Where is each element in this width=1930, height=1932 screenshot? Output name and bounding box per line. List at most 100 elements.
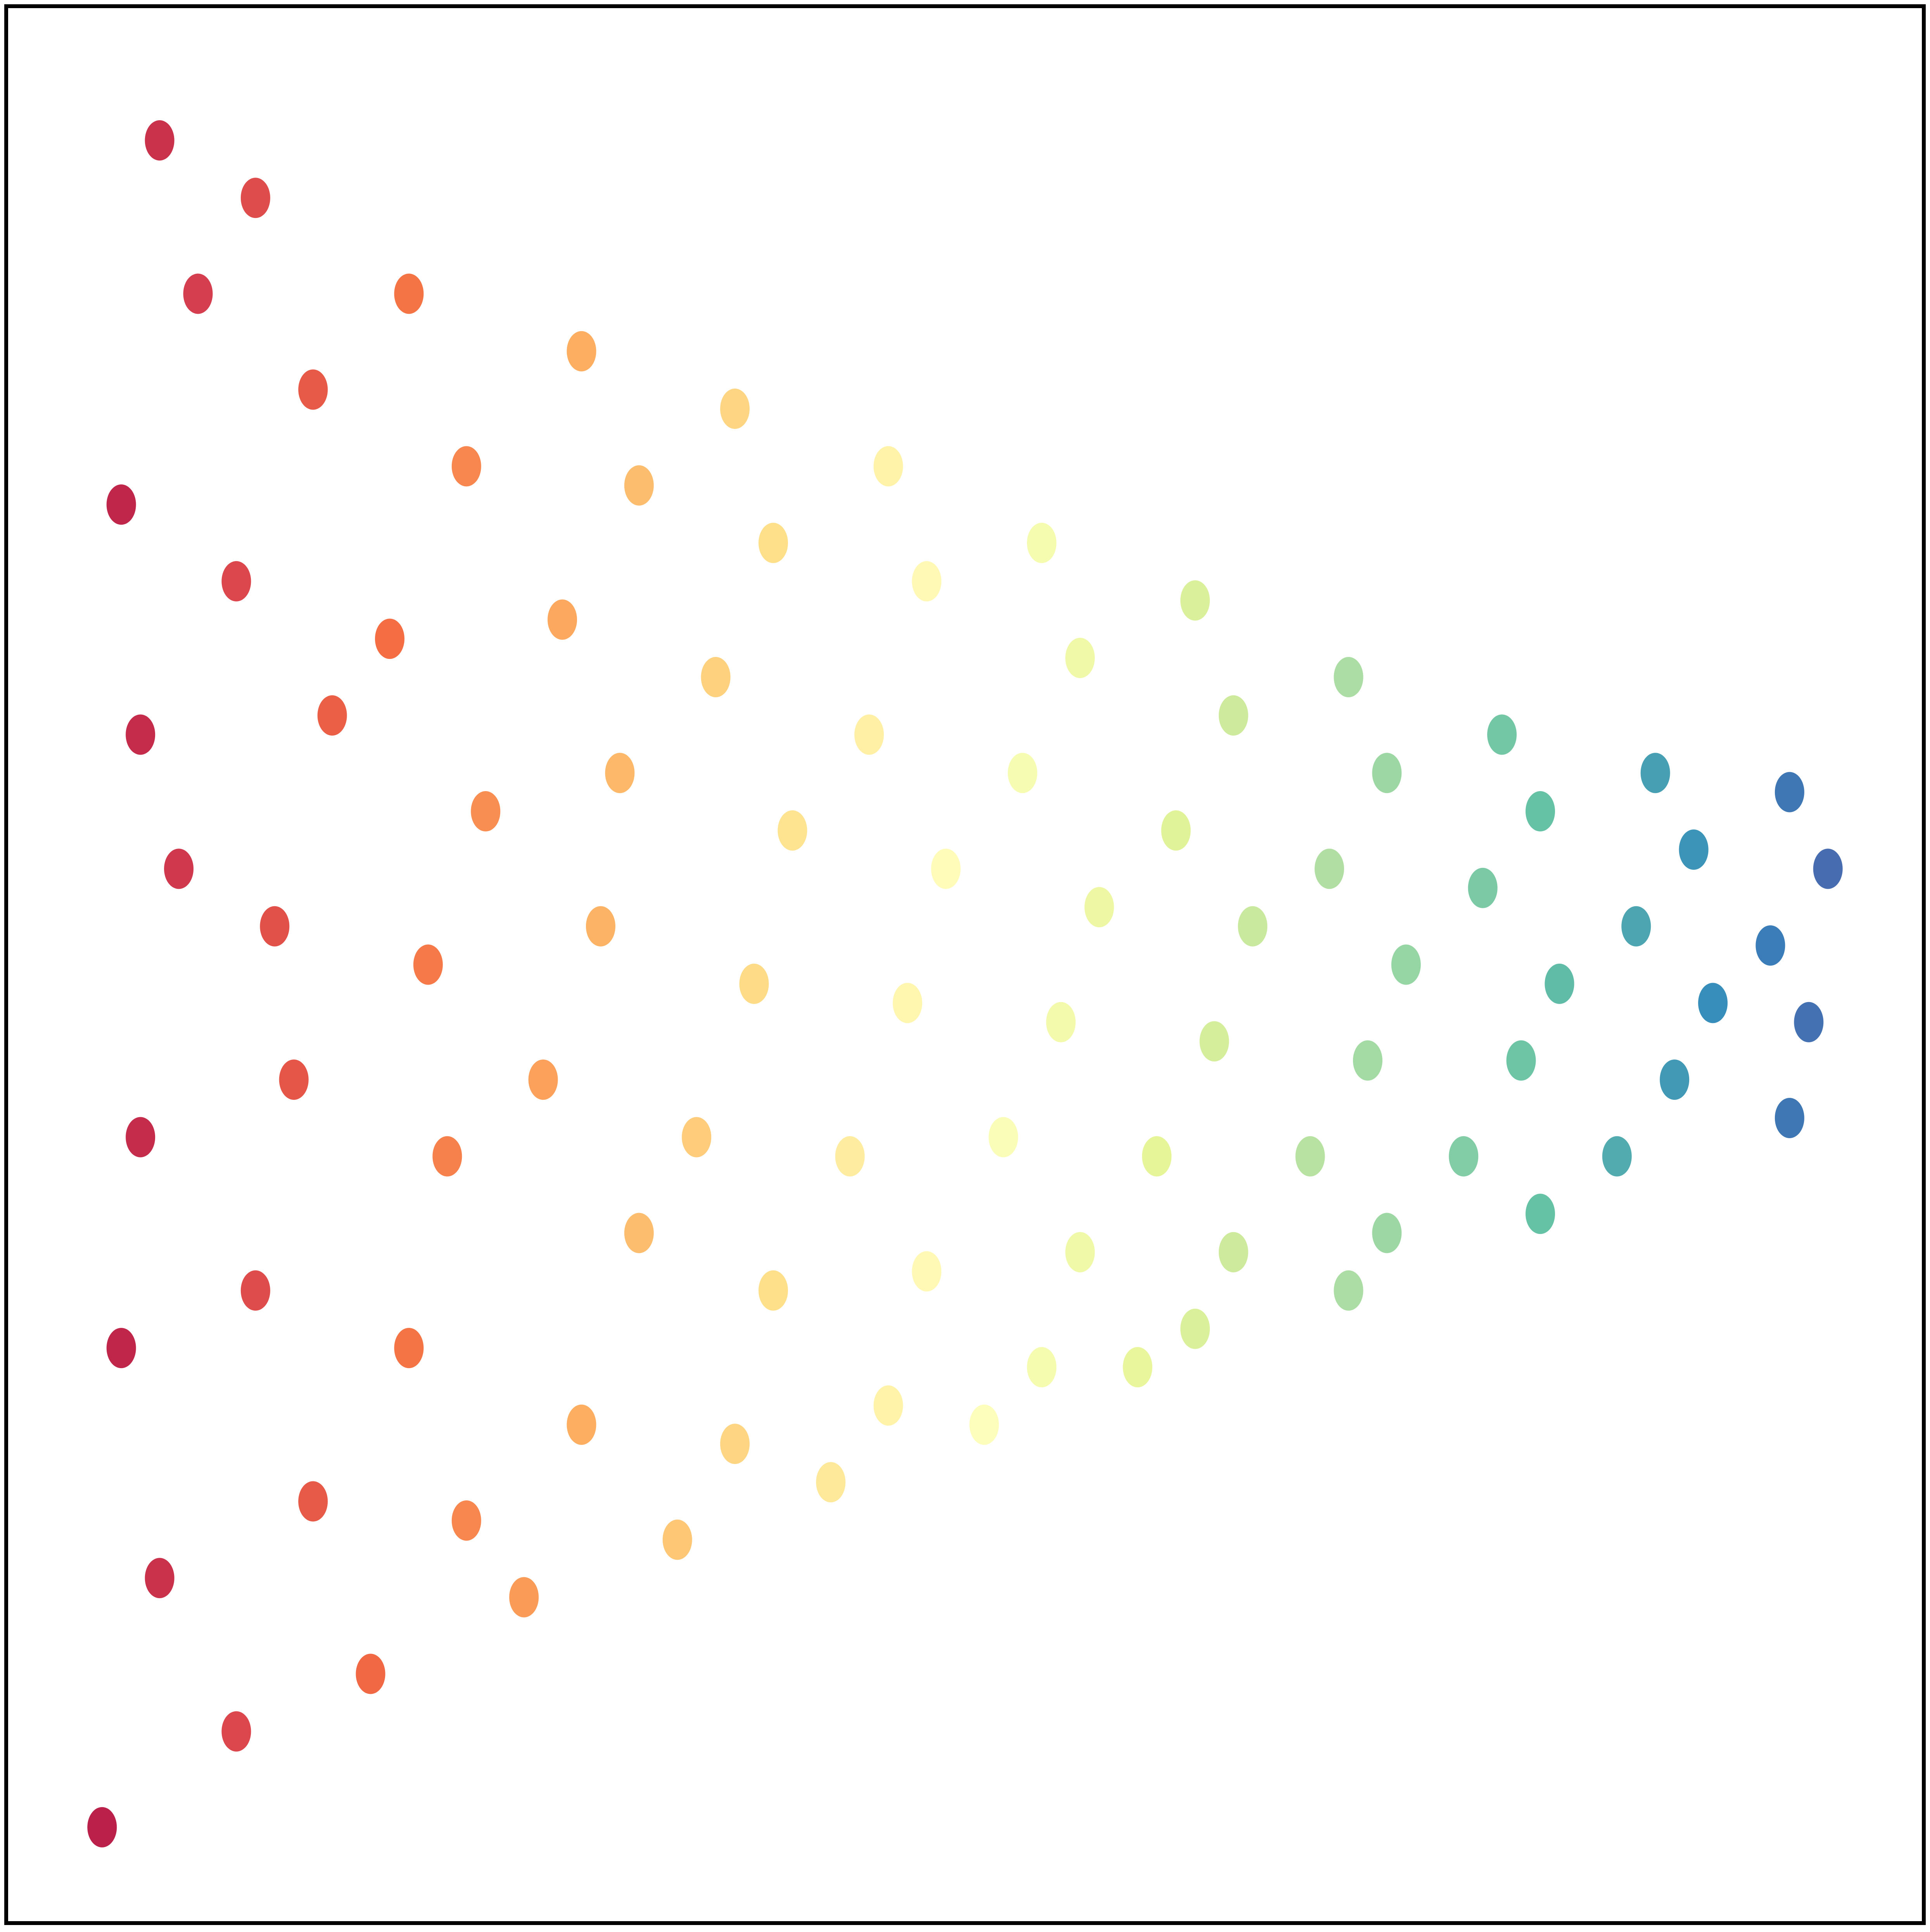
point (873, 1385, 903, 1426)
point (893, 983, 923, 1023)
point (605, 753, 635, 793)
point (126, 1117, 156, 1158)
point (739, 963, 769, 1004)
point (854, 714, 884, 755)
point (662, 1519, 692, 1560)
point (240, 1270, 270, 1311)
point (1526, 1194, 1555, 1234)
point (548, 599, 577, 640)
point (701, 657, 731, 698)
point (1640, 753, 1670, 793)
point (1679, 829, 1709, 870)
point (1295, 1136, 1325, 1177)
point (394, 1328, 424, 1369)
point (1180, 580, 1210, 621)
point (1065, 638, 1095, 678)
point (1774, 1097, 1804, 1138)
point (1774, 772, 1804, 812)
point (279, 1059, 309, 1100)
point (471, 791, 501, 832)
point (106, 1328, 136, 1369)
point (1506, 1040, 1536, 1081)
point (969, 1404, 999, 1445)
point (1813, 848, 1843, 889)
point (759, 523, 788, 563)
point (1468, 867, 1498, 908)
point (624, 465, 654, 506)
point (356, 1654, 385, 1694)
point (1698, 983, 1728, 1023)
point (1218, 695, 1248, 736)
point (221, 561, 251, 601)
point (1372, 753, 1402, 793)
point (106, 484, 136, 525)
point (567, 1404, 596, 1445)
point (298, 1481, 328, 1522)
point (1142, 1136, 1171, 1177)
point (145, 120, 175, 161)
point (509, 1577, 539, 1617)
point (375, 619, 404, 659)
point (1315, 848, 1344, 889)
point (1027, 1347, 1057, 1388)
point (221, 1711, 251, 1752)
point (1391, 944, 1421, 985)
point (1372, 1213, 1402, 1253)
point (298, 369, 328, 410)
point (451, 1500, 481, 1541)
point (1199, 1021, 1229, 1062)
point (87, 1807, 117, 1847)
point (1449, 1136, 1479, 1177)
point (451, 446, 481, 487)
point (1084, 887, 1114, 928)
point (1238, 906, 1268, 947)
point (912, 561, 942, 601)
point (912, 1251, 942, 1292)
point (260, 906, 290, 947)
point (759, 1270, 788, 1311)
point (528, 1059, 558, 1100)
point (432, 1136, 462, 1177)
point (873, 446, 903, 487)
point (720, 389, 750, 429)
point (567, 331, 596, 372)
point (1334, 1270, 1363, 1311)
point (1794, 1002, 1824, 1042)
point (1755, 925, 1785, 966)
point (317, 695, 347, 736)
point (586, 906, 615, 947)
point (1487, 714, 1517, 755)
point (1334, 657, 1363, 698)
point (1660, 1059, 1690, 1100)
point (1621, 906, 1651, 947)
point (682, 1117, 712, 1158)
point (1602, 1136, 1632, 1177)
point (1218, 1232, 1248, 1272)
point (1027, 523, 1057, 563)
point (126, 714, 156, 755)
point (183, 273, 213, 314)
point (1526, 791, 1555, 832)
point (988, 1117, 1018, 1158)
point (164, 848, 194, 889)
point (145, 1558, 175, 1598)
point (240, 178, 270, 218)
point (1180, 1308, 1210, 1349)
plot-frame (4, 4, 1926, 1925)
point (1007, 753, 1037, 793)
point (1353, 1040, 1382, 1081)
point (720, 1424, 750, 1464)
point (394, 273, 424, 314)
point (835, 1136, 865, 1177)
point (624, 1213, 654, 1253)
point (1065, 1232, 1095, 1272)
point (1046, 1002, 1076, 1042)
point (778, 810, 807, 851)
point (816, 1462, 846, 1503)
point (931, 848, 961, 889)
point (1545, 963, 1574, 1004)
point (1123, 1347, 1152, 1388)
point (413, 944, 443, 985)
point (1161, 810, 1191, 851)
